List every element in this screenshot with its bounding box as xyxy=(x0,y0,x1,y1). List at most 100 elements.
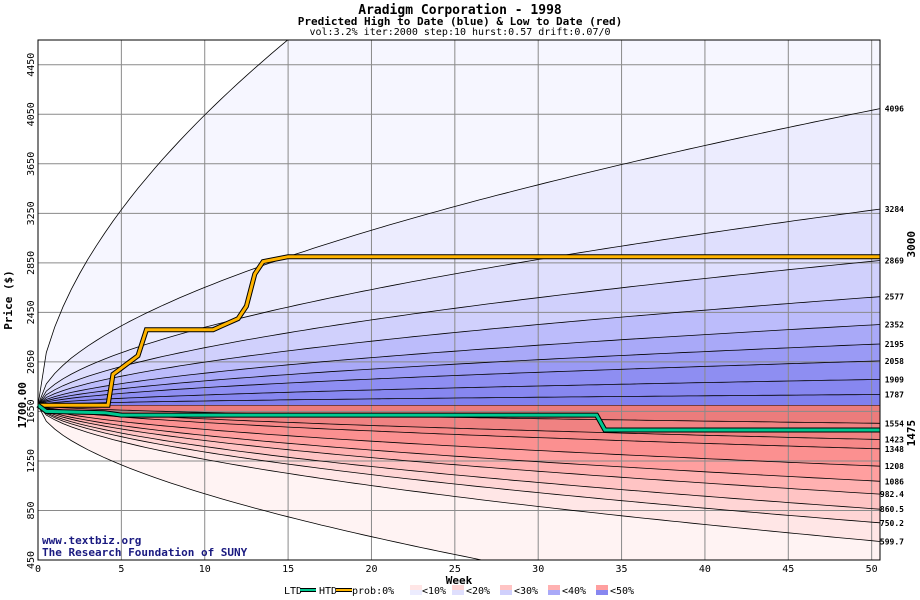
band-end-label-7: 1909 xyxy=(885,375,904,384)
low-band-4 xyxy=(38,405,880,495)
y-tick-4050: 4050 xyxy=(26,102,37,126)
x-tick-15: 15 xyxy=(282,564,294,575)
band-edge-0 xyxy=(38,40,289,406)
legend-box-blue-5 xyxy=(500,590,512,595)
ltd-line xyxy=(37,403,880,432)
y-tick-1250: 1250 xyxy=(26,449,37,473)
low-band-2 xyxy=(38,405,880,523)
series-layer xyxy=(36,254,880,433)
legend-label-4: <20% xyxy=(466,586,490,597)
watermark: www.textbiz.org The Research Foundation … xyxy=(42,534,248,559)
legend-label-0: LTD xyxy=(284,586,302,597)
band-end-label-9: 1554 xyxy=(885,419,904,428)
watermark-org: The Research Foundation of SUNY xyxy=(42,546,248,559)
legend-box-blue-7 xyxy=(596,590,608,595)
chart-params: vol:3.2% iter:2000 step:10 hurst:0.57 dr… xyxy=(309,27,611,38)
legend-label-7: <50% xyxy=(610,586,634,597)
band-end-label-14: 982.4 xyxy=(880,490,904,499)
ltd-end-label: 1475 xyxy=(905,420,918,447)
band-edge-2 xyxy=(38,208,880,406)
band-end-label-3: 2577 xyxy=(885,293,904,302)
band-edge-8 xyxy=(38,379,880,406)
band-edge-17 xyxy=(38,404,880,450)
x-tick-45: 45 xyxy=(782,564,794,575)
low-band-7 xyxy=(38,405,880,449)
low-band-3 xyxy=(38,405,880,510)
band-end-label-16: 750.2 xyxy=(880,519,904,528)
y-tick-1650: 1650 xyxy=(26,399,37,423)
band-edge-15 xyxy=(38,404,880,482)
low-band-6 xyxy=(38,405,880,467)
x-tick-35: 35 xyxy=(616,564,628,575)
legend-box-blue-3 xyxy=(410,590,422,595)
high-band-9 xyxy=(38,394,880,406)
legend-label-3: <10% xyxy=(422,586,446,597)
band-edge-18 xyxy=(38,404,880,440)
band-end-label-1: 3284 xyxy=(885,205,904,214)
band-edge-16 xyxy=(38,404,880,467)
htd-line xyxy=(38,255,880,407)
x-tick-30: 30 xyxy=(532,564,544,575)
band-end-label-15: 860.5 xyxy=(880,505,904,514)
y-tick-4450: 4450 xyxy=(26,53,37,77)
high-band-5 xyxy=(38,324,880,406)
y-tick-850: 850 xyxy=(26,501,37,519)
band-end-label-2: 2869 xyxy=(885,257,904,266)
axes-layer: 0 5 10 15 20 25 30 35 40 45 50 450 850 1250 1650 2050 24… xyxy=(2,39,881,587)
band-edge-1 xyxy=(38,108,880,406)
band-end-label-6: 2058 xyxy=(885,357,904,366)
legend-box-blue-4 xyxy=(452,590,464,595)
legend-box-red-5 xyxy=(500,585,512,590)
band-edge-9 xyxy=(38,394,880,406)
x-tick-5: 5 xyxy=(118,564,124,575)
legend-box-red-6 xyxy=(548,585,560,590)
band-end-label-13: 1086 xyxy=(885,477,904,486)
band-edge-14 xyxy=(38,404,880,495)
high-band-3 xyxy=(38,260,880,406)
high-band-8 xyxy=(38,379,880,406)
legend-label-6: <40% xyxy=(562,586,586,597)
band-end-label-10: 1423 xyxy=(885,436,904,445)
band-end-label-0: 4096 xyxy=(885,105,904,114)
band-edge-6 xyxy=(38,343,880,406)
grid-layer xyxy=(37,40,880,561)
htd-end-label: 3000 xyxy=(905,231,918,257)
x-tick-10: 10 xyxy=(199,564,211,575)
band-edge-11 xyxy=(38,404,880,542)
high-band-4 xyxy=(38,296,880,406)
legend-box-red-7 xyxy=(596,585,608,590)
chart-title: Aradigm Corporation - 1998 xyxy=(358,3,562,18)
y-tick-450: 450 xyxy=(26,551,37,569)
legend-box-red-3 xyxy=(410,585,422,590)
y-tick-2850: 2850 xyxy=(26,251,37,275)
high-band-0 xyxy=(38,40,880,406)
legend: LTD HTD prob:0% <10% <20% <30% <40% <50% xyxy=(284,585,634,597)
band-edge-5 xyxy=(38,324,880,406)
band-edge-12 xyxy=(38,404,880,524)
band-end-label-17: 599.7 xyxy=(880,537,904,546)
band-edge-10 xyxy=(38,405,485,560)
band-edge-4 xyxy=(38,296,880,406)
x-tick-0: 0 xyxy=(35,564,41,575)
x-tick-40: 40 xyxy=(699,564,711,575)
label-layer: 4096 3284 2869 2577 2352 2195 2058 1909 1787 1554… xyxy=(880,105,918,547)
x-axis-label: Week xyxy=(446,574,473,587)
low-band-0 xyxy=(38,405,880,560)
x-tick-20: 20 xyxy=(365,564,377,575)
watermark-url: www.textbiz.org xyxy=(42,534,141,547)
legend-box-blue-6 xyxy=(548,590,560,595)
y-tick-3650: 3650 xyxy=(26,152,37,176)
low-band-1 xyxy=(38,405,880,542)
high-band-6 xyxy=(38,344,880,406)
band-end-label-12: 1208 xyxy=(885,462,904,471)
y-tick-2450: 2450 xyxy=(26,300,37,324)
chart-subtitle: Predicted High to Date (blue) & Low to D… xyxy=(297,15,623,28)
low-band-5 xyxy=(38,405,880,482)
x-tick-25: 25 xyxy=(449,564,461,575)
band-end-label-11: 1348 xyxy=(885,445,904,454)
band-edge-7 xyxy=(38,360,880,406)
band-edge-13 xyxy=(38,404,880,510)
band-edge-3 xyxy=(38,260,880,406)
y-axis-label: Price ($) xyxy=(2,270,15,330)
